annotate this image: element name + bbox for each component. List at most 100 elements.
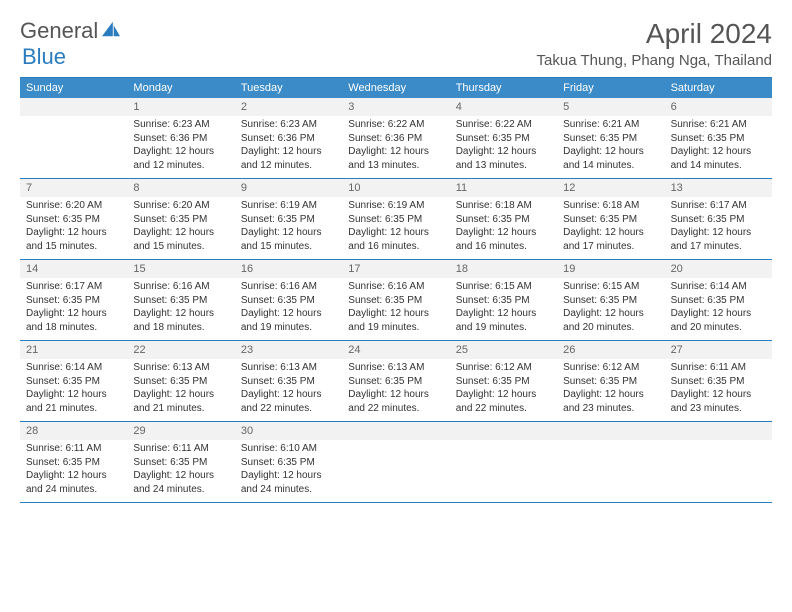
day-info: Sunrise: 6:21 AMSunset: 6:35 PMDaylight:… — [665, 116, 772, 178]
day-number — [557, 422, 664, 440]
day-cell: 6Sunrise: 6:21 AMSunset: 6:35 PMDaylight… — [665, 98, 772, 178]
day-cell: 25Sunrise: 6:12 AMSunset: 6:35 PMDayligh… — [450, 341, 557, 421]
day-cell — [450, 422, 557, 502]
day-cell: 27Sunrise: 6:11 AMSunset: 6:35 PMDayligh… — [665, 341, 772, 421]
calendar: SundayMondayTuesdayWednesdayThursdayFrid… — [20, 77, 772, 503]
day-info: Sunrise: 6:12 AMSunset: 6:35 PMDaylight:… — [450, 359, 557, 421]
day-info — [450, 440, 557, 462]
day-info: Sunrise: 6:15 AMSunset: 6:35 PMDaylight:… — [450, 278, 557, 340]
day-cell — [557, 422, 664, 502]
day-cell: 14Sunrise: 6:17 AMSunset: 6:35 PMDayligh… — [20, 260, 127, 340]
day-header-thursday: Thursday — [450, 78, 557, 98]
day-number: 3 — [342, 98, 449, 116]
day-number: 7 — [20, 179, 127, 197]
day-header-tuesday: Tuesday — [235, 78, 342, 98]
day-number: 1 — [127, 98, 234, 116]
day-number: 6 — [665, 98, 772, 116]
day-number: 27 — [665, 341, 772, 359]
day-info: Sunrise: 6:16 AMSunset: 6:35 PMDaylight:… — [235, 278, 342, 340]
day-info — [557, 440, 664, 462]
day-cell: 4Sunrise: 6:22 AMSunset: 6:35 PMDaylight… — [450, 98, 557, 178]
day-number: 15 — [127, 260, 234, 278]
day-cell: 9Sunrise: 6:19 AMSunset: 6:35 PMDaylight… — [235, 179, 342, 259]
month-title: April 2024 — [537, 18, 772, 50]
logo-text-general: General — [20, 18, 98, 44]
day-number — [20, 98, 127, 116]
day-number: 26 — [557, 341, 664, 359]
week-row: 7Sunrise: 6:20 AMSunset: 6:35 PMDaylight… — [20, 179, 772, 260]
day-info: Sunrise: 6:17 AMSunset: 6:35 PMDaylight:… — [665, 197, 772, 259]
day-info — [665, 440, 772, 462]
day-info: Sunrise: 6:18 AMSunset: 6:35 PMDaylight:… — [557, 197, 664, 259]
day-number: 23 — [235, 341, 342, 359]
logo-text-blue: Blue — [22, 44, 66, 69]
day-cell: 21Sunrise: 6:14 AMSunset: 6:35 PMDayligh… — [20, 341, 127, 421]
day-header-row: SundayMondayTuesdayWednesdayThursdayFrid… — [20, 78, 772, 98]
day-number: 14 — [20, 260, 127, 278]
day-cell: 5Sunrise: 6:21 AMSunset: 6:35 PMDaylight… — [557, 98, 664, 178]
day-number: 16 — [235, 260, 342, 278]
day-info: Sunrise: 6:13 AMSunset: 6:35 PMDaylight:… — [342, 359, 449, 421]
day-number: 24 — [342, 341, 449, 359]
day-info: Sunrise: 6:12 AMSunset: 6:35 PMDaylight:… — [557, 359, 664, 421]
day-number: 30 — [235, 422, 342, 440]
day-info: Sunrise: 6:23 AMSunset: 6:36 PMDaylight:… — [235, 116, 342, 178]
day-cell — [665, 422, 772, 502]
day-number: 4 — [450, 98, 557, 116]
day-number: 2 — [235, 98, 342, 116]
day-header-monday: Monday — [127, 78, 234, 98]
day-cell: 10Sunrise: 6:19 AMSunset: 6:35 PMDayligh… — [342, 179, 449, 259]
day-number: 29 — [127, 422, 234, 440]
day-number: 21 — [20, 341, 127, 359]
day-number: 10 — [342, 179, 449, 197]
day-number — [342, 422, 449, 440]
week-row: 21Sunrise: 6:14 AMSunset: 6:35 PMDayligh… — [20, 341, 772, 422]
day-header-sunday: Sunday — [20, 78, 127, 98]
day-number: 12 — [557, 179, 664, 197]
day-cell: 8Sunrise: 6:20 AMSunset: 6:35 PMDaylight… — [127, 179, 234, 259]
day-number: 17 — [342, 260, 449, 278]
day-number: 18 — [450, 260, 557, 278]
day-info: Sunrise: 6:17 AMSunset: 6:35 PMDaylight:… — [20, 278, 127, 340]
day-cell: 2Sunrise: 6:23 AMSunset: 6:36 PMDaylight… — [235, 98, 342, 178]
day-info: Sunrise: 6:20 AMSunset: 6:35 PMDaylight:… — [127, 197, 234, 259]
week-row: 1Sunrise: 6:23 AMSunset: 6:36 PMDaylight… — [20, 98, 772, 179]
week-row: 28Sunrise: 6:11 AMSunset: 6:35 PMDayligh… — [20, 422, 772, 503]
day-number: 8 — [127, 179, 234, 197]
day-cell: 29Sunrise: 6:11 AMSunset: 6:35 PMDayligh… — [127, 422, 234, 502]
day-number: 19 — [557, 260, 664, 278]
day-info — [342, 440, 449, 462]
logo-sail-icon — [100, 20, 122, 43]
day-number: 22 — [127, 341, 234, 359]
logo-sub: Blue — [22, 44, 66, 70]
day-cell: 17Sunrise: 6:16 AMSunset: 6:35 PMDayligh… — [342, 260, 449, 340]
day-info: Sunrise: 6:16 AMSunset: 6:35 PMDaylight:… — [127, 278, 234, 340]
day-cell: 23Sunrise: 6:13 AMSunset: 6:35 PMDayligh… — [235, 341, 342, 421]
day-cell — [20, 98, 127, 178]
day-number — [450, 422, 557, 440]
day-header-saturday: Saturday — [665, 78, 772, 98]
day-info: Sunrise: 6:19 AMSunset: 6:35 PMDaylight:… — [235, 197, 342, 259]
day-info: Sunrise: 6:21 AMSunset: 6:35 PMDaylight:… — [557, 116, 664, 178]
day-info: Sunrise: 6:22 AMSunset: 6:36 PMDaylight:… — [342, 116, 449, 178]
title-block: April 2024 Takua Thung, Phang Nga, Thail… — [537, 18, 772, 69]
day-info: Sunrise: 6:20 AMSunset: 6:35 PMDaylight:… — [20, 197, 127, 259]
day-cell: 19Sunrise: 6:15 AMSunset: 6:35 PMDayligh… — [557, 260, 664, 340]
day-number: 25 — [450, 341, 557, 359]
logo: General — [20, 18, 124, 44]
day-cell: 16Sunrise: 6:16 AMSunset: 6:35 PMDayligh… — [235, 260, 342, 340]
day-info: Sunrise: 6:16 AMSunset: 6:35 PMDaylight:… — [342, 278, 449, 340]
day-cell: 24Sunrise: 6:13 AMSunset: 6:35 PMDayligh… — [342, 341, 449, 421]
day-cell: 12Sunrise: 6:18 AMSunset: 6:35 PMDayligh… — [557, 179, 664, 259]
day-info: Sunrise: 6:23 AMSunset: 6:36 PMDaylight:… — [127, 116, 234, 178]
day-header-friday: Friday — [557, 78, 664, 98]
day-cell: 28Sunrise: 6:11 AMSunset: 6:35 PMDayligh… — [20, 422, 127, 502]
day-info: Sunrise: 6:14 AMSunset: 6:35 PMDaylight:… — [665, 278, 772, 340]
day-info: Sunrise: 6:10 AMSunset: 6:35 PMDaylight:… — [235, 440, 342, 502]
day-number: 28 — [20, 422, 127, 440]
day-info: Sunrise: 6:18 AMSunset: 6:35 PMDaylight:… — [450, 197, 557, 259]
day-header-wednesday: Wednesday — [342, 78, 449, 98]
day-info: Sunrise: 6:11 AMSunset: 6:35 PMDaylight:… — [127, 440, 234, 502]
day-cell: 18Sunrise: 6:15 AMSunset: 6:35 PMDayligh… — [450, 260, 557, 340]
day-cell: 13Sunrise: 6:17 AMSunset: 6:35 PMDayligh… — [665, 179, 772, 259]
